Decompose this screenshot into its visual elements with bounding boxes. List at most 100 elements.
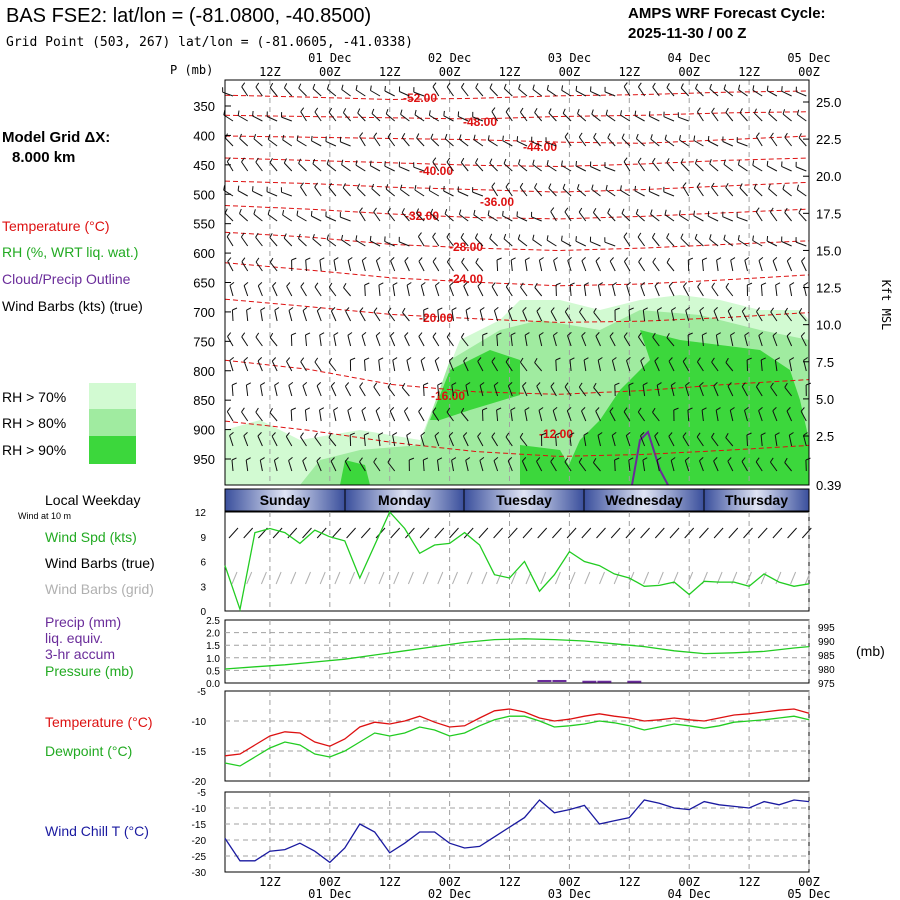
wind-barb-flag	[609, 407, 614, 412]
surface-wind-barb	[272, 527, 283, 539]
wind-barb-flag	[269, 407, 273, 413]
wind-barb-flag	[650, 134, 653, 140]
wind-barb	[786, 410, 793, 422]
wind-barb-flag	[798, 133, 802, 138]
wind-barb	[510, 410, 513, 422]
wind-barb	[392, 435, 396, 447]
wind-barb	[298, 163, 307, 172]
wind-barb	[227, 261, 234, 272]
wind-barb	[652, 411, 660, 422]
grid-wind-barb	[452, 571, 458, 585]
isotherm-line	[224, 90, 810, 101]
wind-barb	[266, 116, 278, 122]
wind-barb-flag	[725, 432, 729, 438]
wind-barb-flag	[507, 457, 513, 462]
wind-barb-flag	[224, 208, 228, 214]
wind-barb	[316, 385, 322, 397]
wind-barb-flag	[404, 332, 409, 337]
wind-barb	[479, 310, 484, 322]
wind-barb-flag	[491, 432, 496, 438]
wind-barb	[649, 115, 660, 122]
wind-barb	[241, 336, 249, 347]
wind-barb-flag	[347, 407, 353, 411]
wind-barb	[796, 91, 807, 97]
weekday-cell	[703, 488, 810, 512]
wind-barb	[538, 335, 543, 347]
wind-barb	[451, 385, 454, 397]
wind-barb-flag	[626, 282, 631, 286]
wind-barb	[722, 216, 733, 222]
wind-barb-flag	[385, 184, 389, 190]
wind-barb	[786, 260, 793, 272]
wind-barb-flag	[241, 82, 246, 88]
wind-barb	[741, 311, 748, 322]
wind-barb-flag	[272, 282, 277, 287]
wind-barb	[520, 361, 528, 372]
wind-barb	[475, 87, 484, 97]
wind-barb	[623, 336, 631, 347]
wind-barb-flag	[229, 281, 235, 286]
wind-barb-flag	[404, 257, 409, 262]
wind-barb-flag	[418, 257, 423, 262]
wind-barb	[621, 137, 631, 147]
wind-barb-flag	[319, 257, 325, 261]
wind-barb	[493, 310, 499, 322]
wind-barb-flag	[406, 432, 412, 436]
wind-barb-flag	[371, 183, 375, 189]
wind-barb	[685, 310, 690, 322]
wind-barb	[784, 136, 792, 147]
wind-barb	[472, 191, 484, 197]
wind-barb	[581, 410, 587, 422]
wind-barb-flag	[246, 382, 252, 386]
wind-barb-flag	[375, 332, 381, 337]
wind-barb	[347, 410, 352, 422]
wind-barb-flag	[316, 382, 322, 387]
height-axis-title: Kft MSL	[879, 280, 893, 331]
wind-barb-flag	[446, 257, 451, 263]
wind-barb	[727, 310, 734, 322]
wind-barb-flag	[746, 432, 752, 436]
wind-barb-flag	[418, 232, 422, 237]
surface-wind-barb	[434, 527, 445, 539]
wind-barb-flag	[688, 257, 694, 261]
wind-barb	[769, 461, 778, 472]
wind-barb	[241, 411, 249, 422]
wind-barb-flag	[739, 183, 743, 189]
wind-barb-flag	[678, 210, 681, 216]
wind-barb-flag	[800, 407, 805, 412]
wind-barb	[781, 90, 792, 97]
wind-barb-flag	[475, 257, 479, 263]
wind-barb-flag	[231, 382, 238, 386]
wind-barb	[538, 260, 543, 272]
precip-tick-label: 1.5	[206, 641, 220, 652]
wind-barb-flag	[384, 161, 386, 167]
wind-barb	[532, 164, 542, 172]
wind-barb-flag	[584, 282, 589, 286]
wind-barb-flag	[744, 406, 749, 411]
wind-barb-flag	[597, 357, 603, 361]
wind-barb-flag	[699, 382, 704, 387]
wind-barb-flag	[713, 307, 718, 312]
wind-barb-flag	[666, 82, 670, 88]
wind-barb	[623, 261, 631, 272]
wind-tick-label: 0	[200, 607, 206, 618]
wind-barb-flag	[378, 357, 384, 361]
wind-barb-flag	[561, 85, 564, 91]
wind-barb-flag	[638, 257, 643, 263]
wind-barb-flag	[685, 306, 691, 311]
temp-panel-frame	[224, 690, 810, 782]
wind-barb-flag	[685, 382, 690, 386]
wind-barb	[378, 360, 381, 372]
wind-barb-flag	[683, 282, 687, 287]
wind-barb	[591, 113, 601, 122]
wind-height-note: Wind at 10 m	[18, 511, 71, 521]
wind-barb	[371, 188, 381, 197]
cycle-label: AMPS WRF Forecast Cycle:	[628, 5, 826, 22]
wind-barb-flag	[361, 332, 367, 336]
wind-barb-flag	[305, 332, 311, 336]
wind-barb	[449, 285, 454, 297]
wind-barb	[687, 409, 690, 422]
top-date-label: 01 Dec	[308, 51, 351, 65]
wind-barb-flag	[564, 132, 569, 138]
wind-barb-flag	[516, 136, 519, 142]
